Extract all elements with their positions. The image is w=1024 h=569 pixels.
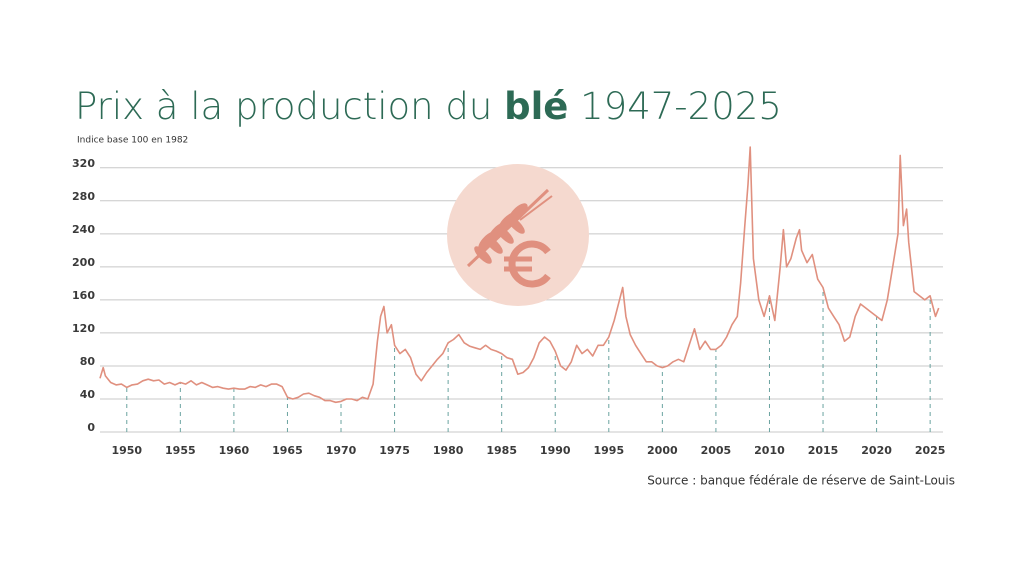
x-tick-label: 2000 xyxy=(647,444,678,457)
title-suffix: 1947-2025 xyxy=(580,85,782,128)
source-note: Source : banque fédérale de réserve de S… xyxy=(647,474,955,488)
y-tick-label: 320 xyxy=(72,157,95,170)
x-tick-label: 1990 xyxy=(540,444,571,457)
x-tick-label: 2025 xyxy=(915,444,946,457)
price-line xyxy=(99,146,940,404)
title-highlight: blé xyxy=(504,85,568,128)
chart-subtitle: Indice base 100 en 1982 xyxy=(77,136,188,146)
y-tick-label: 240 xyxy=(72,223,95,236)
y-tick-label: 280 xyxy=(72,190,95,203)
x-tick-label: 2020 xyxy=(861,444,892,457)
x-tick-label: 2015 xyxy=(808,444,839,457)
y-tick-label: 0 xyxy=(87,421,95,434)
x-tick-label: 1965 xyxy=(272,444,303,457)
x-tick-label: 2005 xyxy=(701,444,732,457)
x-tick-label: 1980 xyxy=(433,444,464,457)
title-prefix: Prix à la production du xyxy=(75,85,492,128)
y-tick-label: 80 xyxy=(80,355,96,368)
x-tick-label: 1970 xyxy=(326,444,357,457)
y-tick-label: 200 xyxy=(72,256,95,269)
x-tick-label: 1995 xyxy=(593,444,624,457)
x-tick-label: 1960 xyxy=(219,444,250,457)
y-tick-label: 120 xyxy=(72,322,95,335)
x-tick-label: 1950 xyxy=(111,444,142,457)
x-tick-label: 2010 xyxy=(754,444,785,457)
x-tick-label: 1955 xyxy=(165,444,196,457)
y-tick-label: 160 xyxy=(72,289,95,302)
y-tick-label: 40 xyxy=(80,388,96,401)
chart-title: Prix à la production du blé 1947-2025 xyxy=(75,85,782,128)
x-tick-label: 1975 xyxy=(379,444,410,457)
x-tick-label: 1985 xyxy=(486,444,517,457)
wheat-euro-icon xyxy=(447,164,589,306)
